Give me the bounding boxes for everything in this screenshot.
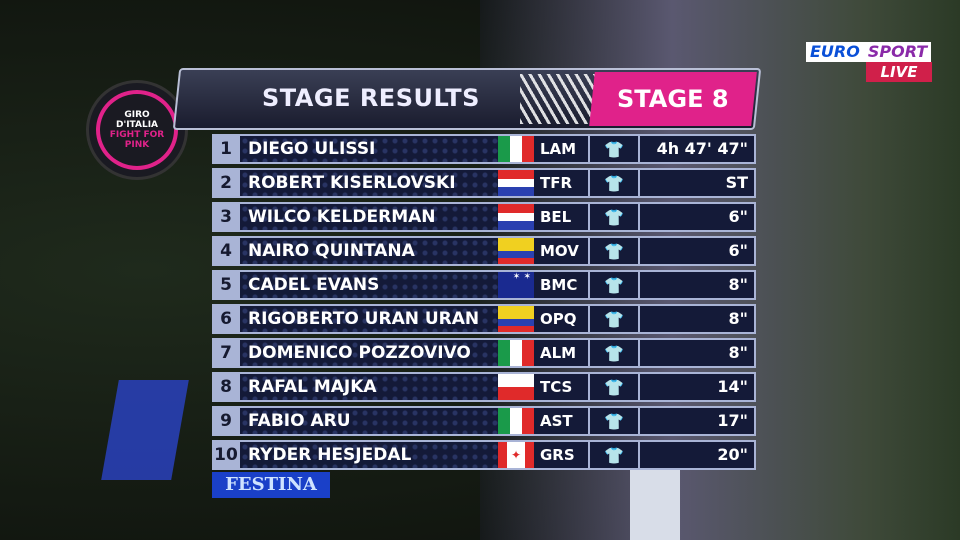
team-code: GRS (534, 442, 588, 468)
rider-name: CADEL EVANS (240, 272, 498, 298)
sponsor-logo: FESTINA (212, 472, 330, 498)
jersey-icon: 👕 (588, 170, 638, 196)
result-row: 2 ROBERT KISERLOVSKI TFR 👕 ST (212, 168, 756, 198)
position: 1 (220, 139, 232, 159)
position: 8 (220, 377, 232, 397)
position: 7 (220, 343, 232, 363)
result-row: 6 RIGOBERTO URAN URAN OPQ 👕 8" (212, 304, 756, 334)
finish-time: 17" (638, 408, 754, 434)
team-code: TCS (534, 374, 588, 400)
flag-poland-icon (498, 374, 534, 400)
flag-croatia-icon (498, 170, 534, 197)
result-row: 8 RAFAL MAJKA TCS 👕 14" (212, 372, 756, 402)
result-row: 5 CADEL EVANS ✶ ✶ BMC 👕 8" (212, 270, 756, 300)
rider-name: NAIRO QUINTANA (240, 238, 498, 264)
logo-line: D'ITALIA (115, 120, 159, 130)
background-tent (101, 380, 189, 480)
giro-logo: GIRO D'ITALIA FIGHT FOR PINK (86, 80, 188, 180)
flag-australia-icon: ✶ ✶ (498, 272, 534, 298)
position: 6 (220, 309, 232, 329)
logo-line: FIGHT FOR (109, 130, 165, 140)
team-code: ALM (534, 340, 588, 366)
rider-name: RAFAL MAJKA (240, 374, 498, 400)
result-row: 3 WILCO KELDERMAN BEL 👕 6" (212, 202, 756, 232)
jersey-icon: 👕 (588, 238, 638, 264)
flag-italy-icon (498, 136, 534, 162)
result-row: 10 RYDER HESJEDAL ✦ GRS 👕 20" (212, 440, 756, 470)
result-row: 1 DIEGO ULISSI LAM 👕 4h 47' 47" (212, 134, 756, 164)
finish-time: 8" (638, 306, 754, 332)
flag-canada-icon: ✦ (498, 442, 534, 468)
jersey-icon: 👕 (588, 204, 638, 230)
rider-name: DOMENICO POZZOVIVO (240, 340, 498, 366)
team-code: TFR (534, 170, 588, 196)
brand-part1: EURO (806, 42, 864, 62)
finish-time: 6" (638, 204, 754, 230)
finish-time: 14" (638, 374, 754, 400)
background-road (630, 470, 680, 540)
position: 5 (220, 275, 232, 295)
result-row: 4 NAIRO QUINTANA MOV 👕 6" (212, 236, 756, 266)
finish-time: 4h 47' 47" (638, 136, 754, 162)
position: 4 (220, 241, 232, 261)
rider-name: RIGOBERTO URAN URAN (240, 306, 498, 332)
team-code: OPQ (534, 306, 588, 332)
result-row: 7 DOMENICO POZZOVIVO ALM 👕 8" (212, 338, 756, 368)
flag-italy-icon (498, 340, 534, 366)
stage-badge: STAGE 8 (589, 72, 757, 126)
position: 3 (220, 207, 232, 227)
logo-line: GIRO (124, 110, 150, 120)
eurosport-logo: EURO SPORT LIVE (806, 42, 938, 82)
rider-name: DIEGO ULISSI (240, 136, 498, 162)
finish-time: 20" (638, 442, 754, 468)
flag-colombia-icon (498, 306, 534, 332)
finish-time: 6" (638, 238, 754, 264)
result-row: 9 FABIO ARU AST 👕 17" (212, 406, 756, 436)
position: 2 (220, 173, 232, 193)
flag-colombia-icon (498, 238, 534, 264)
team-code: AST (534, 408, 588, 434)
position: 10 (214, 445, 238, 465)
rider-name: FABIO ARU (240, 408, 498, 434)
brand-part2: SPORT (863, 42, 932, 62)
jersey-icon: 👕 (588, 340, 638, 366)
team-code: MOV (534, 238, 588, 264)
position: 9 (220, 411, 232, 431)
header-stripes (520, 74, 600, 124)
live-badge: LIVE (866, 62, 932, 82)
jersey-icon: 👕 (588, 374, 638, 400)
logo-line: PINK (124, 140, 150, 150)
jersey-icon: 👕 (588, 408, 638, 434)
finish-time: 8" (638, 272, 754, 298)
jersey-icon: 👕 (588, 272, 638, 298)
stage-label: STAGE 8 (617, 85, 729, 113)
flag-italy-icon (498, 408, 534, 434)
jersey-icon: 👕 (588, 136, 638, 162)
rider-name: WILCO KELDERMAN (240, 204, 498, 230)
team-code: BEL (534, 204, 588, 230)
rider-name: ROBERT KISERLOVSKI (240, 170, 498, 196)
jersey-icon: 👕 (588, 442, 638, 468)
finish-time: 8" (638, 340, 754, 366)
header-title: STAGE RESULTS (262, 84, 480, 112)
team-code: LAM (534, 136, 588, 162)
flag-netherlands-icon (498, 204, 534, 231)
finish-time: ST (638, 170, 754, 196)
jersey-icon: 👕 (588, 306, 638, 332)
rider-name: RYDER HESJEDAL (240, 442, 498, 468)
team-code: BMC (534, 272, 588, 298)
